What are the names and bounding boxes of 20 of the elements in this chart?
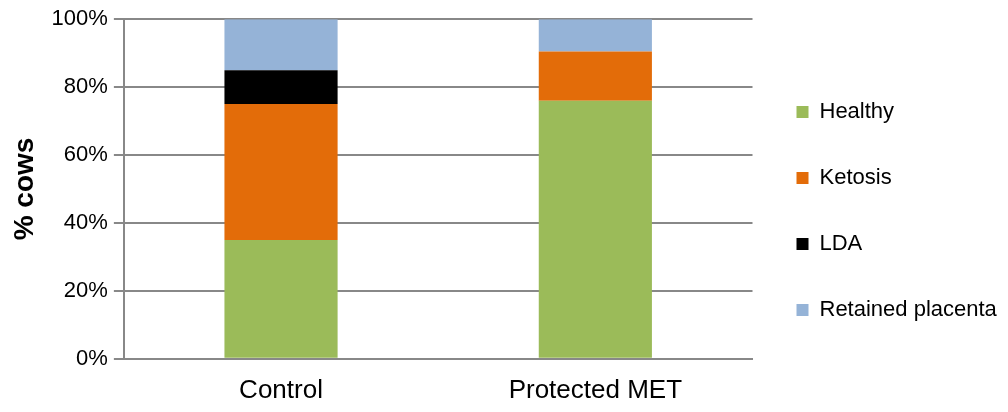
bar [224,104,338,240]
bar [224,19,338,71]
legend-label: LDA [819,230,863,256]
bar [538,100,652,358]
y-tick-label: 80% [63,73,108,99]
legend-label: Healthy [819,98,895,124]
bar [538,19,652,52]
bar [224,239,338,358]
y-tick-label: 0% [76,344,108,370]
y-tick-label: 100% [51,5,108,31]
x-tick-label: Control [239,373,323,404]
y-axis-title: % cows [7,137,39,241]
y-tick-label: 40% [63,209,108,235]
bar [538,51,652,101]
legend-label: Retained placenta [819,296,998,322]
legend-label: Ketosis [819,164,892,190]
y-tick-label: 20% [63,276,108,302]
y-tick-label: 60% [63,141,108,167]
x-tick-label: Protected MET [508,373,683,404]
bar [224,70,338,105]
